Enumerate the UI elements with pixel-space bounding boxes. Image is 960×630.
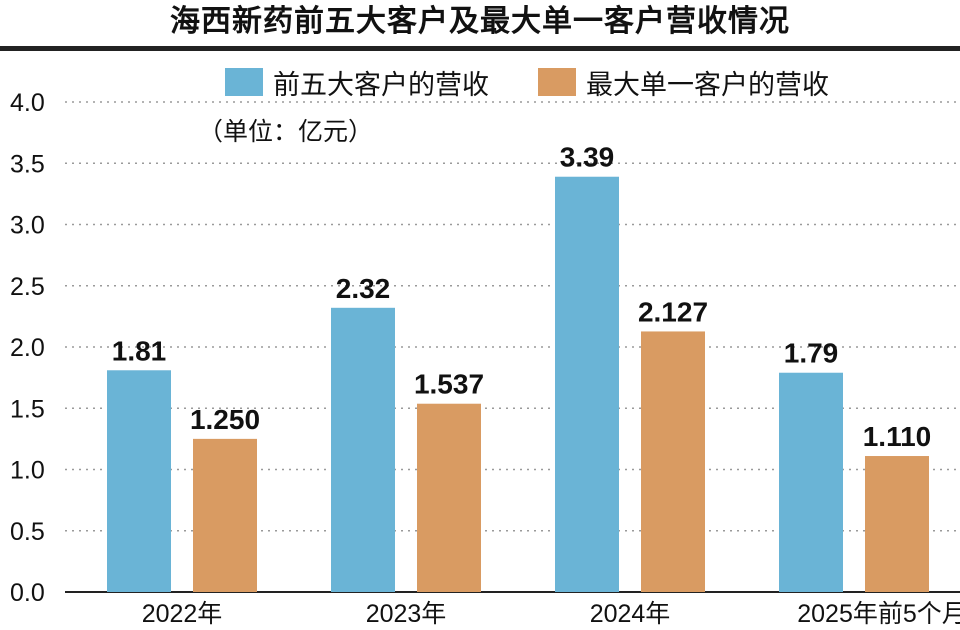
bar-top5 [107,370,171,592]
legend-swatch-top5 [225,68,263,96]
y-tick-label: 4.0 [10,89,45,117]
bar-largest [865,456,929,592]
legend-swatch-largest [538,68,576,96]
data-label: 1.537 [414,369,484,400]
data-label: 3.39 [560,142,615,173]
unit-note: （单位：亿元） [198,117,374,146]
data-label: 1.110 [863,421,932,452]
y-tick-label: 1.0 [10,457,45,485]
legend: 前五大客户的营收 最大单一客户的营收 [0,62,960,102]
legend-label-largest: 最大单一客户的营收 [586,69,829,101]
x-tick-label: 2025年前5个月 [797,600,960,628]
y-tick-label: 3.0 [10,212,45,240]
x-tick-label: 2022年 [142,600,223,628]
legend-label-top5: 前五大客户的营收 [273,69,489,101]
bar-largest [193,438,257,592]
y-tick-label: 2.0 [10,334,45,362]
bar-top5 [779,372,843,592]
bar-top5 [555,176,619,592]
bar-top5 [331,307,395,592]
legend-item-top5: 前五大客户的营收 [225,62,489,102]
data-label: 1.250 [190,404,260,435]
y-tick-label: 0.0 [10,579,45,607]
y-tick-label: 1.5 [10,395,45,423]
x-tick-label: 2023年 [366,600,447,628]
bar-largest [641,331,705,592]
y-tick-label: 3.5 [10,150,45,178]
data-label: 1.79 [784,338,839,369]
legend-item-largest: 最大单一客户的营收 [538,62,829,102]
chart-title: 海西新药前五大客户及最大单一客户营收情况 [170,4,790,39]
x-tick-label: 2024年 [590,600,671,628]
y-tick-label: 2.5 [10,273,45,301]
bar-largest [417,403,481,592]
data-label: 2.32 [336,273,391,304]
y-tick-label: 0.5 [10,518,45,546]
data-label: 2.127 [638,296,708,327]
title-rule [0,46,960,51]
data-label: 1.81 [112,335,167,366]
